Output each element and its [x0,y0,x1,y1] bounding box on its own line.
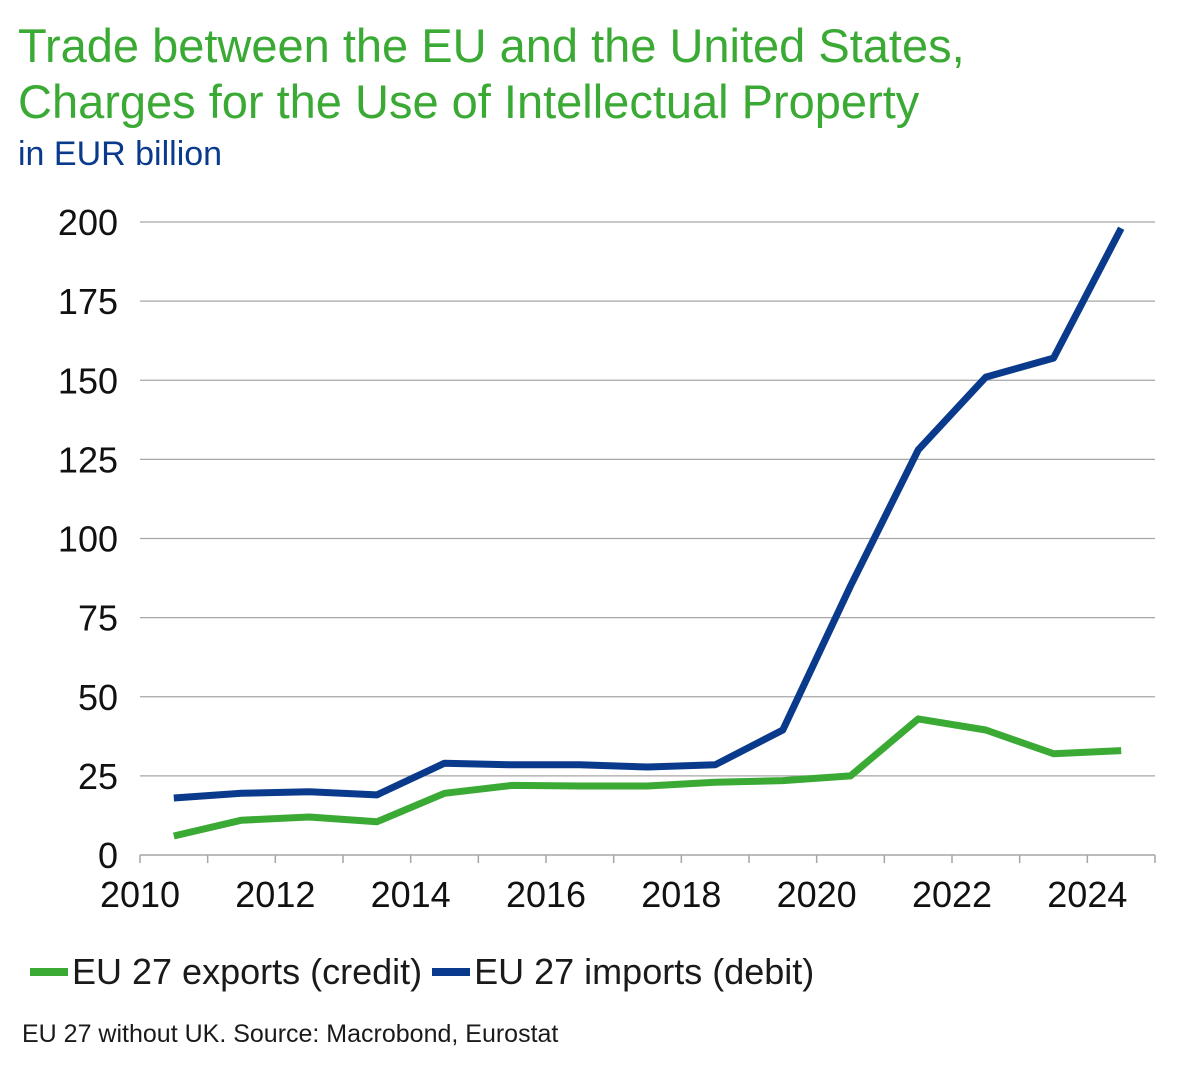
x-tick-label-2024: 2024 [1047,874,1127,915]
y-tick-label-100: 100 [58,519,118,560]
series-line-exports [173,715,1122,840]
chart-title-line2: Charges for the Use of Intellectual Prop… [18,75,920,128]
chart-title-line1: Trade between the EU and the United Stat… [18,19,965,72]
chart-title: Trade between the EU and the United Stat… [18,18,965,130]
y-tick-label-200: 200 [58,202,118,243]
x-tick-label-2018: 2018 [641,874,721,915]
y-tick-label-25: 25 [78,756,118,797]
legend-item-exports: EU 27 exports (credit) [30,951,422,993]
gridlines [140,221,1155,777]
legend-label-exports: EU 27 exports (credit) [72,951,423,992]
x-tick-label-2016: 2016 [506,874,586,915]
legend-item-imports: EU 27 imports (debit) [432,951,814,993]
x-tick-label-2014: 2014 [371,874,451,915]
y-tick-label-175: 175 [58,281,118,322]
x-tick-label-2010: 2010 [100,874,180,915]
y-tick-label-50: 50 [78,677,118,718]
legend-label-imports: EU 27 imports (debit) [474,951,815,992]
y-tick-label-0: 0 [98,835,118,876]
y-tick-label-75: 75 [78,598,118,639]
series-line-imports [173,226,1125,802]
x-tick-label-2020: 2020 [777,874,857,915]
legend-swatch-imports [432,968,471,976]
x-tick-label-2012: 2012 [235,874,315,915]
x-axis-tick-labels: 2010 2012 2014 2016 2018 2020 2022 2024 [100,874,1127,915]
y-tick-label-125: 125 [58,439,118,480]
y-tick-label-150: 150 [58,360,118,401]
source-note: EU 27 without UK. Source: Macrobond, Eur… [22,1020,559,1048]
chart-subtitle: in EUR billion [18,135,223,173]
legend-swatch-exports [30,968,68,976]
chart-legend: EU 27 exports (credit) EU 27 imports (de… [30,950,824,994]
x-tick-label-2022: 2022 [912,874,992,915]
y-axis-tick-labels: 0 25 50 75 100 125 150 175 200 [58,202,118,876]
x-axis [139,854,1156,863]
data-series [173,226,1125,840]
